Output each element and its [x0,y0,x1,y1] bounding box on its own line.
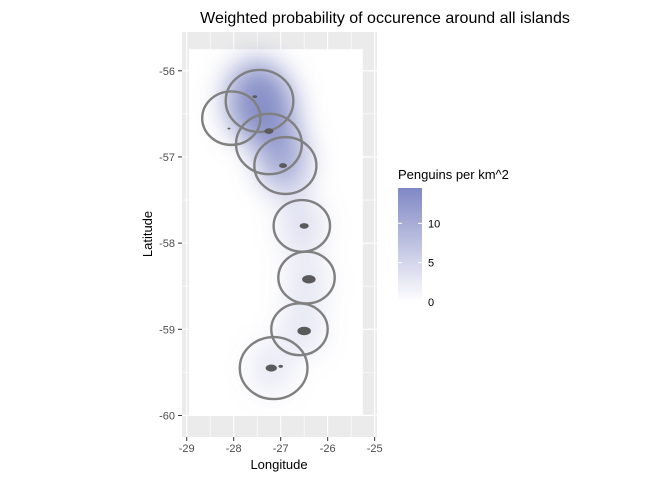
y-axis-title: Latitude [140,211,155,257]
island [227,127,231,130]
x-axis: -29 -28 -27 -26 -25 [179,437,383,455]
legend-tick-label: 0 [428,297,434,309]
islands-layer [227,95,316,372]
buffer-circle-outline [234,112,304,176]
buffer-circle-outline [270,302,329,357]
y-tick-label: -58 [159,238,175,250]
legend-colorbar [398,188,422,302]
buffer-circle-outline [238,335,309,401]
buffer-boundary [201,68,336,401]
x-axis-title: Longitude [250,457,307,472]
legend-tick-label: 10 [428,218,440,230]
y-axis: -56 -57 -58 -59 -60 [159,66,182,422]
chart-title: Weighted probability of occurence around… [200,10,570,27]
island [279,163,287,169]
y-tick-label: -56 [159,66,175,78]
island [302,275,316,284]
x-tick-label: -25 [367,443,383,455]
island [299,223,309,229]
legend-title: Penguins per km^2 [398,167,509,182]
legend: Penguins per km^2 0 5 10 [398,167,509,309]
buffer-circle-outline [253,135,318,196]
legend-ticks: 0 5 10 [398,218,440,309]
x-tick-label: -26 [320,443,336,455]
x-tick-label: -29 [179,443,195,455]
map-panel [182,32,377,437]
legend-tick-label: 5 [428,258,434,270]
y-tick-label: -57 [159,152,175,164]
density-layer [225,59,327,394]
y-tick-label: -59 [159,324,175,336]
x-tick-label: -27 [273,443,289,455]
x-tick-label: -28 [226,443,242,455]
island [265,364,277,372]
island [264,128,274,134]
y-tick-label: -60 [159,410,175,422]
buffer-circle-outline [224,68,295,134]
buffer-circle-outline [201,90,262,147]
island [297,326,311,336]
island [278,364,283,368]
island [252,95,258,99]
